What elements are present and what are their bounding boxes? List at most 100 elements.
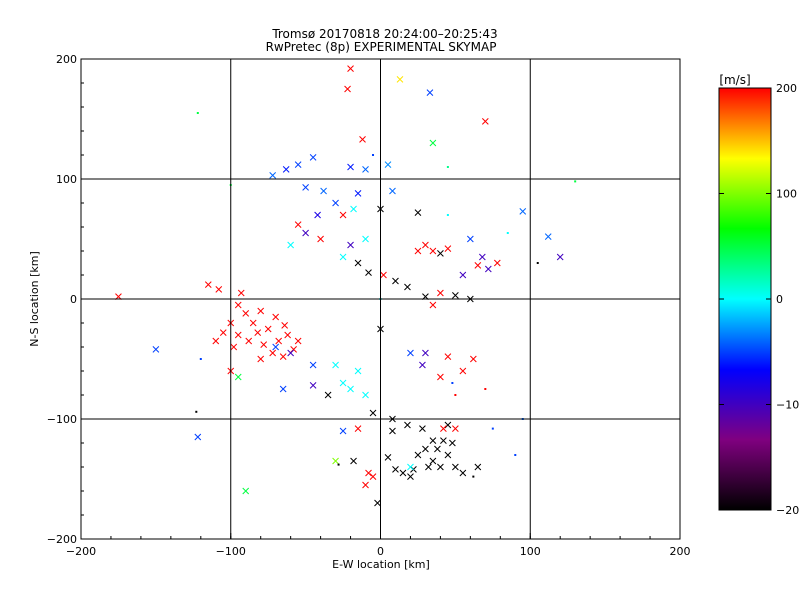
data-point-x-marker bbox=[404, 421, 411, 429]
data-point-x-marker bbox=[230, 343, 238, 351]
data-point-x-marker bbox=[404, 283, 411, 291]
data-point-x-marker bbox=[392, 466, 399, 473]
data-point-dot bbox=[574, 180, 577, 183]
data-point-x-marker bbox=[245, 337, 253, 345]
data-point-x-marker bbox=[437, 463, 444, 471]
data-point-x-marker bbox=[440, 425, 447, 432]
data-point-x-marker bbox=[362, 391, 369, 399]
data-point-dot bbox=[536, 262, 539, 264]
data-point-x-marker bbox=[269, 172, 277, 179]
data-point-x-marker bbox=[396, 76, 404, 83]
y-tick-label: −200 bbox=[47, 533, 77, 546]
x-tick-label: −200 bbox=[66, 545, 96, 558]
data-point-x-marker bbox=[362, 166, 369, 173]
data-point-dot bbox=[446, 166, 449, 168]
data-point-x-marker bbox=[434, 445, 441, 453]
data-point-x-marker bbox=[254, 329, 262, 336]
y-tick-label: 0 bbox=[70, 293, 77, 306]
data-point-x-marker bbox=[362, 481, 369, 489]
data-point-dot bbox=[196, 112, 199, 114]
colorbar-tick-label: −200 bbox=[776, 504, 800, 517]
data-point-x-marker bbox=[384, 454, 392, 461]
data-point-x-marker bbox=[354, 190, 362, 197]
y-tick-label: 200 bbox=[56, 53, 77, 66]
data-point-x-marker bbox=[257, 355, 265, 363]
y-tick-label: −100 bbox=[47, 413, 77, 426]
data-point-x-marker bbox=[354, 259, 362, 267]
data-point-x-marker bbox=[332, 361, 339, 369]
data-point-x-marker bbox=[294, 337, 302, 345]
data-point-x-marker bbox=[332, 199, 339, 207]
data-point-x-marker bbox=[242, 310, 250, 317]
data-point-x-marker bbox=[374, 499, 381, 507]
data-point-x-marker bbox=[302, 229, 309, 237]
data-point-x-marker bbox=[422, 241, 429, 249]
data-point-x-marker bbox=[234, 331, 242, 339]
data-point-x-marker bbox=[237, 289, 245, 297]
data-point-x-marker bbox=[407, 463, 414, 471]
y-axis-ticks: −200 −100 0 100 200 bbox=[47, 53, 87, 546]
data-point-x-marker bbox=[281, 322, 289, 329]
data-point-x-marker bbox=[419, 361, 426, 369]
data-point-x-marker bbox=[429, 457, 437, 465]
data-point-x-marker bbox=[309, 154, 317, 161]
data-point-x-marker bbox=[493, 259, 501, 267]
data-point-x-marker bbox=[347, 163, 354, 171]
data-point-x-marker bbox=[354, 367, 362, 375]
data-point-dot bbox=[514, 454, 517, 456]
data-point-x-marker bbox=[369, 409, 377, 417]
data-point-x-marker bbox=[332, 457, 339, 465]
data-point-x-marker bbox=[556, 253, 564, 261]
data-point-x-marker bbox=[425, 463, 432, 471]
data-point-x-marker bbox=[279, 353, 287, 360]
chart-title: Tromsø 20170818 20:24:00–20:25:43 bbox=[271, 27, 497, 41]
data-point-x-marker bbox=[452, 463, 459, 471]
chart-subtitle: RwPretec (8p) EXPERIMENTAL SKYMAP bbox=[266, 40, 497, 54]
x-tick-label: 200 bbox=[670, 545, 691, 558]
data-point-x-marker bbox=[459, 271, 467, 279]
data-point-x-marker bbox=[444, 421, 452, 429]
data-point-x-marker bbox=[429, 139, 437, 147]
data-point-x-marker bbox=[269, 349, 277, 357]
data-point-x-marker bbox=[481, 118, 489, 125]
data-point-x-marker bbox=[437, 250, 444, 257]
data-point-x-marker bbox=[287, 349, 295, 357]
data-point-x-marker bbox=[234, 301, 242, 309]
data-point-x-marker bbox=[459, 367, 467, 375]
data-point-x-marker bbox=[320, 187, 327, 195]
data-point-x-marker bbox=[344, 85, 351, 93]
data-point-x-marker bbox=[309, 361, 317, 369]
data-point-x-marker bbox=[444, 451, 452, 459]
data-point-x-marker bbox=[339, 427, 347, 435]
data-point-x-marker bbox=[350, 205, 357, 213]
data-point-x-marker bbox=[544, 233, 552, 240]
data-point-x-marker bbox=[437, 289, 444, 297]
data-point-x-marker bbox=[365, 469, 372, 477]
data-point-x-marker bbox=[429, 301, 437, 309]
data-point-x-marker bbox=[444, 353, 452, 360]
data-point-x-marker bbox=[294, 161, 302, 168]
data-point-x-marker bbox=[452, 425, 459, 432]
data-point-x-marker bbox=[414, 247, 422, 255]
data-point-x-marker bbox=[419, 425, 426, 432]
colorbar-ticks: 200 100 0 −100 −200 bbox=[719, 82, 800, 517]
data-point-dot bbox=[484, 388, 487, 390]
data-point-x-marker bbox=[194, 433, 202, 441]
x-axis-ticks: −200 −100 0 100 200 bbox=[66, 533, 691, 558]
colorbar-label: [m/s] bbox=[719, 73, 750, 87]
data-point-x-marker bbox=[484, 265, 492, 273]
data-point-x-marker bbox=[422, 445, 429, 453]
x-tick-label: 100 bbox=[520, 545, 541, 558]
data-point-x-marker bbox=[249, 319, 257, 327]
data-point-x-marker bbox=[449, 439, 456, 447]
colorbar-tick-label: 0 bbox=[776, 293, 783, 306]
data-point-x-marker bbox=[389, 427, 396, 435]
x-tick-label: 0 bbox=[377, 545, 384, 558]
grid-lines bbox=[81, 59, 680, 539]
data-point-dot bbox=[451, 382, 454, 384]
data-point-x-marker bbox=[284, 331, 292, 339]
data-point-x-marker bbox=[466, 235, 474, 243]
data-point-x-marker bbox=[309, 382, 317, 389]
